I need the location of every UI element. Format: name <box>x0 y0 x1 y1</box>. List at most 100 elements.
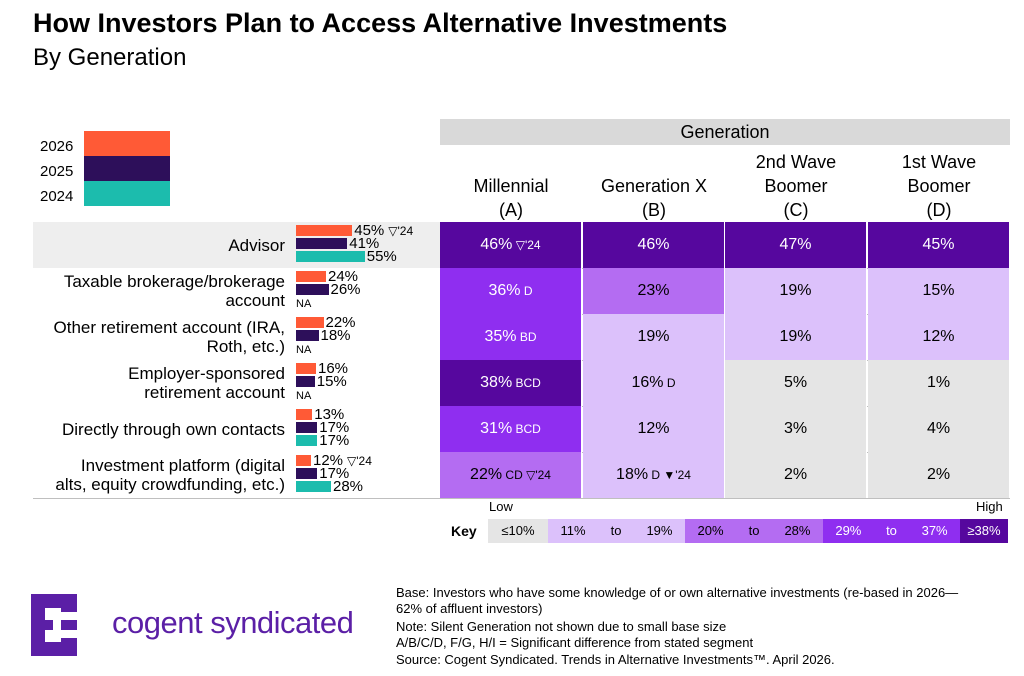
bar-value-label: 28% <box>333 478 364 495</box>
data-cell: 35% BD <box>440 314 582 360</box>
bar-2025 <box>296 468 318 479</box>
data-cell: 15% <box>868 268 1010 314</box>
key-high-label: High <box>976 499 1003 514</box>
column-header-name: Boomer <box>907 176 971 196</box>
data-cell: 4% <box>868 406 1010 452</box>
bar-na-label: NA <box>296 344 312 356</box>
data-cell: 3% <box>725 406 867 452</box>
bar-2026 <box>296 271 326 282</box>
row-label-cell <box>33 268 440 314</box>
row-label-line: Taxable brokerage/brokerage <box>63 272 285 291</box>
cell-value: 5% <box>783 374 808 391</box>
cell-value: 46% <box>637 236 670 253</box>
column-header-line1: 2nd Wave <box>755 152 837 172</box>
cell-value: 2% <box>926 466 951 483</box>
legend-label-2025: 2025 <box>40 163 74 180</box>
bar-2025 <box>296 376 315 387</box>
bar-2026 <box>296 363 316 374</box>
cell-value: 4% <box>926 420 951 437</box>
row-separator <box>33 498 1010 499</box>
data-cell: 23% <box>583 268 725 314</box>
column-header-code: (A) <box>499 200 523 220</box>
row-label-line: alts, equity crowdfunding, etc.) <box>55 475 285 494</box>
footnote-source: Source: Cogent Syndicated. Trends in Alt… <box>396 652 835 667</box>
column-header-name: Millennial <box>473 176 549 196</box>
row-label-line: Employer-sponsored <box>128 364 285 383</box>
bar-2026 <box>296 317 324 328</box>
bar-2025 <box>296 284 329 295</box>
key-range-to-word: to <box>610 523 622 538</box>
cell-significance: D <box>663 376 676 390</box>
key-range-from: 20% <box>697 523 724 538</box>
cell-value: 31% <box>480 420 513 437</box>
bar-value-label: 45% ▽'24 <box>354 222 414 239</box>
row-label-cell <box>33 452 440 498</box>
data-cell: 12% <box>583 406 725 452</box>
footnote-base: Base: Investors who have some knowledge … <box>396 585 959 600</box>
legend-swatch-2025 <box>84 156 170 181</box>
footnote-note: Note: Silent Generation not shown due to… <box>396 619 727 634</box>
key-range-5: ≥38% <box>960 519 1008 543</box>
column-header-line1 <box>583 150 725 174</box>
row-label-cell <box>33 360 440 406</box>
bar-2026 <box>296 225 353 236</box>
cell-value: 35% <box>484 328 517 345</box>
bar-na-label: NA <box>296 390 312 402</box>
data-cell: 19% <box>725 268 867 314</box>
bar-trend-note: ▽'24 <box>347 454 372 468</box>
key-range-to: 28% <box>784 523 811 538</box>
column-header-code: (C) <box>783 200 809 220</box>
chart-subtitle: By Generation <box>33 44 187 71</box>
key-range-to: 19% <box>646 523 673 538</box>
column-header-1: Millennial (A) <box>440 150 582 220</box>
row-label: Advisor <box>228 236 285 255</box>
bar-value-label: 18% <box>320 327 351 344</box>
row-label-line: Roth, etc.) <box>206 337 285 356</box>
legend-swatch-2026 <box>84 131 170 156</box>
bar-value-label: 12% ▽'24 <box>313 452 372 469</box>
data-cell: 47% <box>725 222 867 268</box>
cell-value: 19% <box>637 328 670 345</box>
legend-swatch-2024 <box>84 181 170 206</box>
cell-significance: CD <box>502 468 523 482</box>
cell-value: 16% <box>631 374 664 391</box>
row-label: Directly through own contacts <box>62 420 285 439</box>
cell-value: 12% <box>922 328 955 345</box>
brand-name: cogent syndicated <box>112 605 354 640</box>
bar-na-label: NA <box>296 298 312 310</box>
footnote-base-cont: 62% of affluent investors) <box>396 601 543 616</box>
key-low-label: Low <box>489 499 513 514</box>
bar-2024 <box>296 435 318 446</box>
cell-value: 1% <box>926 374 951 391</box>
data-cell: 22% CD ▽'24 <box>440 452 582 498</box>
bar-value-label: 55% <box>366 248 397 265</box>
cell-trend: ▽'24 <box>522 468 551 482</box>
key-range-to-word: to <box>886 523 897 538</box>
data-cell: 46% <box>583 222 725 268</box>
cell-value: 38% <box>480 374 513 391</box>
row-label: Other retirement account (IRA, Roth, etc.… <box>54 318 285 356</box>
bar-2025 <box>296 422 318 433</box>
bar-value-label: 17% <box>319 419 350 436</box>
cell-value: 45% <box>922 236 955 253</box>
cell-value: 18% <box>616 466 649 483</box>
cell-significance: BCD <box>512 376 541 390</box>
cell-value: 19% <box>779 328 812 345</box>
bar-value-label: 22% <box>325 314 356 331</box>
legend-label-2024: 2024 <box>40 188 74 205</box>
data-cell: 36% D <box>440 268 582 314</box>
data-cell: 2% <box>868 452 1010 498</box>
bar-2026 <box>296 455 311 466</box>
bar-2024 <box>296 251 365 262</box>
data-cell: 5% <box>725 360 867 406</box>
footnote-significance: A/B/C/D, F/G, H/I = Significant differen… <box>396 635 754 650</box>
generation-header: Generation <box>440 119 1010 145</box>
key-range-to-word: to <box>748 523 760 538</box>
bar-2026 <box>296 409 313 420</box>
column-header-code: (B) <box>642 200 666 220</box>
column-header-line1: 1st Wave <box>901 152 977 172</box>
key-range-2: 11% to 19% <box>548 519 685 543</box>
row-label-line: Investment platform (digital <box>80 456 285 475</box>
cell-trend: ▼'24 <box>660 468 691 482</box>
cell-value: 12% <box>637 420 670 437</box>
